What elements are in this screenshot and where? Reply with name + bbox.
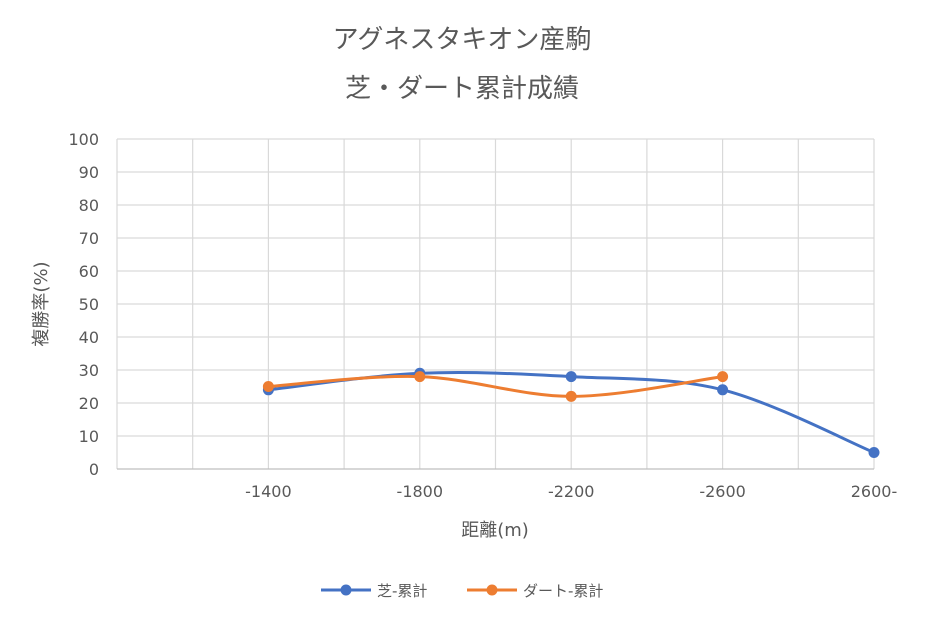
legend-label: ダート-累計: [523, 582, 603, 600]
y-axis-title: 複勝率(%): [31, 261, 52, 346]
legend-marker: [486, 584, 498, 596]
x-tick-label: -2600: [699, 482, 746, 501]
x-axis-title: 距離(m): [461, 520, 529, 541]
x-tick-label: 2600-: [851, 482, 898, 501]
legend-marker: [340, 584, 352, 596]
x-tick-label: -1400: [245, 482, 292, 501]
y-tick-labels: 0 10 20 30 40 50 60 70 80 90 100: [68, 130, 99, 479]
series-2-point: [414, 371, 426, 383]
series-2-point: [565, 390, 577, 402]
series-1-point: [565, 371, 577, 383]
y-tick-label: 100: [68, 130, 99, 149]
chart-subtitle: 芝・ダート累計成績: [345, 74, 579, 104]
series-2-point: [717, 371, 729, 383]
y-tick-label: 50: [79, 295, 99, 314]
y-tick-label: 80: [79, 196, 99, 215]
x-tick-label: -2200: [548, 482, 595, 501]
y-tick-label: 10: [79, 427, 99, 446]
y-tick-label: 60: [79, 262, 99, 281]
gridlines: [116, 138, 875, 470]
legend-item-2: ダート-累計: [467, 582, 603, 600]
chart-title: アグネスタキオン産駒: [333, 25, 592, 55]
y-tick-label: 30: [79, 361, 99, 380]
series-2-point: [262, 381, 274, 392]
y-tick-label: 20: [79, 394, 99, 413]
y-tick-label: 90: [79, 163, 99, 182]
y-tick-label: 70: [79, 229, 99, 248]
x-tick-label: -1800: [397, 482, 444, 501]
series-1-point: [717, 384, 729, 396]
series-line-2: [266, 374, 725, 398]
series-points: [262, 367, 880, 458]
series-1-point: [868, 447, 880, 458]
legend-label: 芝-累計: [377, 582, 427, 600]
y-tick-label: 40: [79, 328, 99, 347]
legend: 芝-累計 ダート-累計: [321, 582, 603, 600]
legend-item-1: 芝-累計: [321, 582, 427, 600]
y-tick-label: 0: [89, 460, 99, 479]
x-tick-labels: -1400 -1800 -2200 -2600 2600-: [245, 482, 897, 501]
